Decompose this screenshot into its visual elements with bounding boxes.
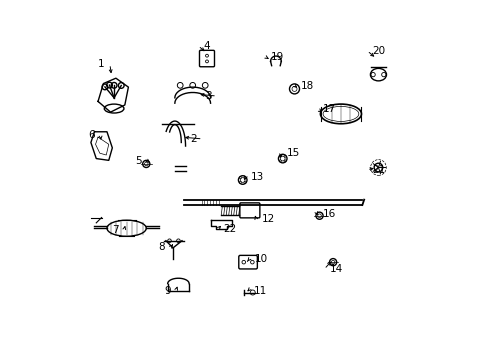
Text: 12: 12 bbox=[261, 214, 274, 224]
Text: 18: 18 bbox=[300, 81, 314, 91]
Text: 14: 14 bbox=[329, 264, 342, 274]
Text: 3: 3 bbox=[204, 91, 211, 101]
Text: 13: 13 bbox=[250, 172, 264, 182]
Text: 17: 17 bbox=[323, 104, 336, 114]
Text: 16: 16 bbox=[322, 209, 335, 219]
Text: 22: 22 bbox=[223, 224, 236, 234]
Text: 1: 1 bbox=[98, 59, 104, 69]
Text: 5: 5 bbox=[135, 156, 142, 166]
Text: 15: 15 bbox=[286, 148, 299, 158]
Text: 11: 11 bbox=[253, 286, 266, 296]
Text: 10: 10 bbox=[254, 254, 267, 264]
Text: 21: 21 bbox=[372, 165, 385, 175]
Text: 19: 19 bbox=[270, 52, 283, 62]
Text: 6: 6 bbox=[88, 130, 95, 140]
Text: 20: 20 bbox=[372, 46, 385, 56]
Text: 2: 2 bbox=[190, 134, 197, 144]
Text: 8: 8 bbox=[158, 242, 165, 252]
Text: 7: 7 bbox=[112, 225, 119, 235]
Text: 4: 4 bbox=[203, 41, 210, 51]
Text: 9: 9 bbox=[163, 286, 170, 296]
